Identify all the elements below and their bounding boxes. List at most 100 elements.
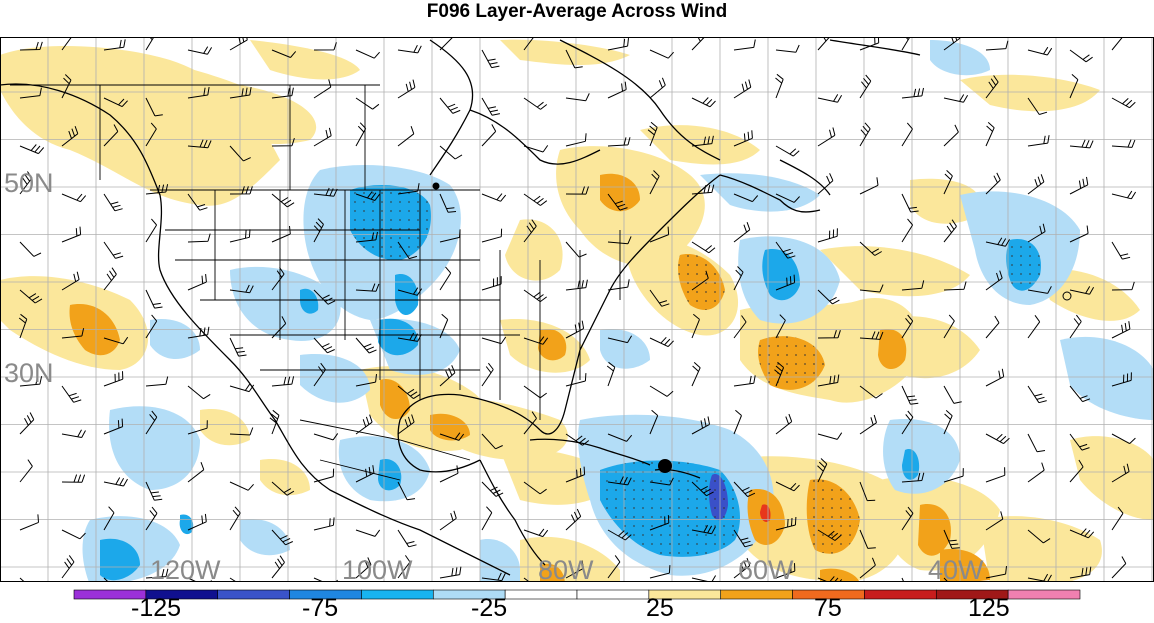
wind-barb bbox=[776, 414, 792, 434]
wind-barb bbox=[524, 386, 547, 398]
wind-barb bbox=[230, 32, 247, 50]
wind-barb bbox=[356, 530, 380, 537]
colorbar-label-minus75: -75 bbox=[302, 594, 338, 623]
wind-barb bbox=[986, 467, 1005, 482]
wind-barb bbox=[902, 219, 913, 242]
wind-barb bbox=[608, 82, 626, 98]
wind-barb bbox=[734, 40, 755, 51]
wind-barb bbox=[734, 410, 742, 434]
wind-barb bbox=[440, 29, 454, 50]
wind-barb bbox=[1112, 507, 1123, 530]
wind-barb bbox=[482, 194, 506, 202]
wind-barb bbox=[482, 337, 506, 344]
wind-barb bbox=[986, 41, 1008, 50]
wind-barb bbox=[1112, 140, 1135, 148]
wind-barb bbox=[440, 146, 462, 159]
wind-barb bbox=[146, 219, 157, 242]
wind-barb bbox=[20, 242, 41, 256]
wind-barb bbox=[1028, 135, 1049, 146]
wind-barb bbox=[818, 28, 831, 50]
wind-barb bbox=[860, 75, 871, 98]
wind-barb bbox=[608, 137, 630, 146]
wind-barb bbox=[440, 98, 460, 113]
wind-barb bbox=[314, 433, 338, 440]
wind-barb bbox=[398, 126, 414, 146]
wind-barb bbox=[1028, 174, 1044, 194]
wind-barb bbox=[818, 94, 842, 102]
wind-barb bbox=[1070, 50, 1093, 62]
wind-barb bbox=[104, 242, 123, 258]
wind-barb bbox=[1070, 177, 1088, 194]
lon-label-120w: 120W bbox=[150, 555, 221, 586]
wind-barb bbox=[62, 194, 86, 202]
colorbar-label-25: 25 bbox=[646, 594, 674, 623]
wind-barb bbox=[314, 338, 335, 353]
wind-barb bbox=[1112, 242, 1130, 259]
wind-barb bbox=[62, 386, 81, 402]
wind-barb bbox=[62, 430, 86, 438]
wind-barb bbox=[188, 386, 210, 399]
wind-barb bbox=[314, 42, 336, 50]
wind-barb bbox=[566, 280, 587, 290]
lon-label-60w: 60W bbox=[738, 555, 794, 586]
wind-barb bbox=[272, 376, 294, 386]
storm-center-marker bbox=[658, 459, 672, 473]
positive-anomaly-light bbox=[0, 40, 1154, 585]
wind-barb bbox=[146, 27, 156, 50]
wind-barb bbox=[692, 362, 700, 386]
colorbar-label-75: 75 bbox=[814, 594, 842, 623]
wind-barb bbox=[398, 530, 417, 547]
wind-barb bbox=[62, 530, 86, 539]
wind-barb bbox=[356, 98, 379, 109]
wind-barb bbox=[692, 98, 716, 107]
colorbar-segment bbox=[864, 590, 936, 599]
colorbar-segment bbox=[577, 590, 649, 599]
wind-barb bbox=[608, 38, 629, 50]
wind-barb bbox=[524, 529, 548, 537]
wind-barb bbox=[146, 377, 168, 387]
wind-barb bbox=[776, 146, 799, 156]
wind-barb bbox=[860, 177, 878, 194]
wind-barb bbox=[1070, 315, 1081, 338]
wind-barb bbox=[482, 50, 499, 68]
wind-barb bbox=[818, 128, 835, 147]
wind-barb bbox=[104, 268, 116, 290]
wind-barb bbox=[776, 74, 784, 98]
wind-barb bbox=[398, 80, 415, 98]
wind-barb bbox=[986, 434, 1009, 444]
wind-barb bbox=[20, 460, 32, 482]
wind-barb bbox=[230, 507, 240, 530]
wind-barb bbox=[356, 338, 377, 353]
wind-barb bbox=[482, 507, 492, 530]
wind-barb bbox=[1112, 191, 1136, 199]
wind-barb bbox=[440, 511, 456, 530]
wind-barb bbox=[440, 567, 461, 578]
wind-barb bbox=[944, 410, 952, 434]
wind-barb bbox=[314, 128, 331, 146]
station-marker bbox=[433, 183, 440, 190]
lon-label-40w: 40W bbox=[928, 555, 984, 586]
colorbar-label-125: 125 bbox=[968, 594, 1010, 623]
wind-barb bbox=[104, 194, 123, 211]
lat-label-50n: 50N bbox=[4, 168, 54, 199]
wind-barb bbox=[314, 79, 331, 98]
wind-barb bbox=[1070, 140, 1093, 148]
wind-barb bbox=[20, 413, 34, 435]
wind-barb bbox=[104, 371, 123, 386]
lon-label-80w: 80W bbox=[538, 555, 594, 586]
wind-barb bbox=[482, 276, 501, 290]
wind-barb bbox=[524, 98, 547, 109]
wind-barb bbox=[1028, 434, 1045, 452]
wind-barb bbox=[607, 362, 615, 386]
wind-barb bbox=[230, 482, 254, 490]
wind-barb bbox=[734, 80, 751, 99]
wind-barb bbox=[20, 514, 39, 530]
lat-label-30n: 30N bbox=[4, 358, 54, 389]
wind-barb bbox=[398, 45, 421, 53]
wind-barb bbox=[1112, 28, 1125, 50]
wind-barb bbox=[482, 363, 493, 386]
wind-barb bbox=[1028, 47, 1052, 55]
wind-barb bbox=[902, 88, 924, 98]
colorbar-segment bbox=[1008, 590, 1080, 599]
wind-barb bbox=[566, 93, 589, 100]
